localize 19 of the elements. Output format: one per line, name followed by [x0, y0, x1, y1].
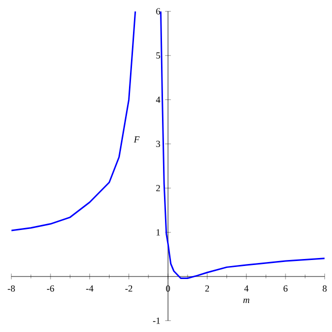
x-tick-label: 2 [205, 285, 209, 292]
x-tick-label: 0 [166, 285, 170, 292]
x-tick-label: -4 [86, 285, 94, 292]
x-tick-label: 6 [284, 285, 288, 292]
x-axis-title: m [243, 298, 250, 303]
y-tick-label: 4 [156, 96, 160, 103]
y-tick-label: 6 [156, 8, 160, 14]
y-axis-title: F [134, 136, 140, 143]
x-tick-label: -2 [125, 285, 132, 292]
y-tick-label: 1 [156, 229, 160, 236]
x-tick-label: 4 [244, 285, 249, 292]
y-tick-label: -1 [153, 318, 160, 324]
x-tick-label: 8 [322, 285, 327, 292]
line-series [160, 11, 325, 279]
y-tick-label: 5 [156, 52, 160, 59]
y-tick-label: 3 [156, 140, 160, 148]
y-tick-label: 2 [156, 185, 160, 192]
x-tick-label: -8 [8, 285, 15, 292]
x-tick-label: -6 [46, 285, 54, 292]
